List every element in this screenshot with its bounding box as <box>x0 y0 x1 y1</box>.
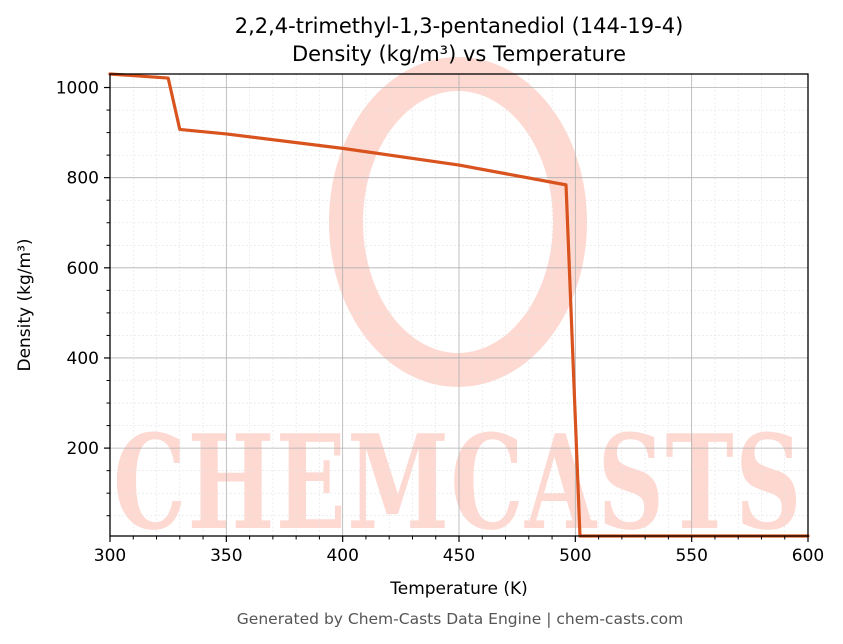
x-axis: 300 350 400 450 500 550 600 <box>94 536 824 566</box>
y-axis: 200 400 600 800 1000 <box>56 79 110 517</box>
footer-credit: Generated by Chem-Casts Data Engine | ch… <box>237 610 683 628</box>
x-tick-label: 600 <box>792 546 824 566</box>
x-tick-label: 450 <box>443 546 475 566</box>
watermark: CHEMCASTS <box>113 57 803 559</box>
chart-title-line2: Density (kg/m³) vs Temperature <box>292 42 626 66</box>
x-tick-label: 300 <box>94 546 126 566</box>
x-tick-label: 550 <box>675 546 707 566</box>
x-tick-label: 400 <box>326 546 358 566</box>
y-tick-label: 600 <box>67 259 99 279</box>
x-axis-label: Temperature (K) <box>389 579 528 599</box>
y-tick-label: 800 <box>67 169 99 189</box>
x-tick-label: 350 <box>210 546 242 566</box>
y-axis-label: Density (kg/m³) <box>15 238 35 371</box>
watermark-text: CHEMCASTS <box>113 406 803 559</box>
y-tick-label: 1000 <box>56 79 99 99</box>
chart-title-line1: 2,2,4-trimethyl-1,3-pentanediol (144-19-… <box>235 14 684 38</box>
y-tick-label: 400 <box>67 349 99 369</box>
y-tick-label: 200 <box>67 439 99 459</box>
x-tick-label: 500 <box>559 546 591 566</box>
